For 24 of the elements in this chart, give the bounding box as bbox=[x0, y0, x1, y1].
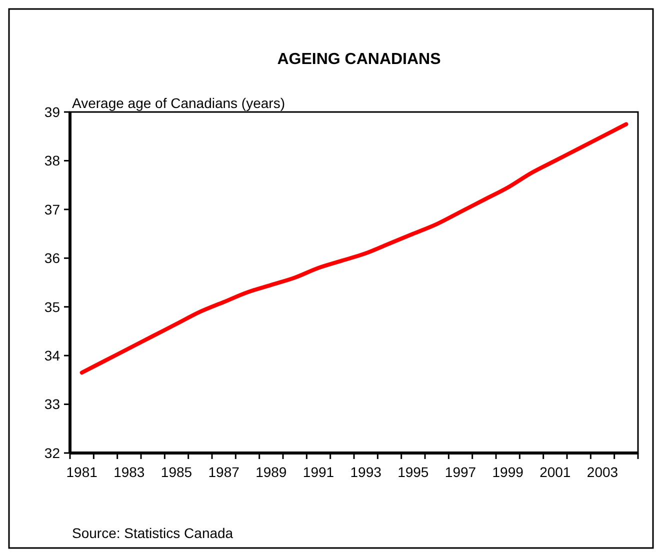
y-tick-label: 33 bbox=[44, 396, 60, 412]
x-tick-label: 1995 bbox=[398, 464, 429, 480]
y-tick-label: 39 bbox=[44, 104, 60, 120]
x-tick-label: 1997 bbox=[444, 464, 476, 480]
x-tick-label: 2003 bbox=[586, 464, 618, 480]
line-series bbox=[80, 122, 628, 375]
y-axis-title: Average age of Canadians (years) bbox=[72, 95, 285, 111]
x-tick-label: 1991 bbox=[302, 464, 334, 480]
y-tick-label: 32 bbox=[44, 444, 60, 461]
source-note: Source: Statistics Canada bbox=[72, 525, 234, 541]
x-tick-label: 1981 bbox=[66, 464, 98, 480]
x-tick-label: 1993 bbox=[350, 464, 382, 480]
x-tick-label: 1987 bbox=[208, 464, 240, 480]
y-tick-label: 34 bbox=[44, 347, 60, 364]
y-tick-label: 35 bbox=[44, 298, 60, 315]
y-tick-label: 37 bbox=[44, 201, 60, 218]
chart-title: AGEING CANADIANS bbox=[277, 51, 442, 68]
x-tick-label: 2001 bbox=[540, 464, 571, 480]
x-tick-label: 1989 bbox=[256, 464, 287, 480]
x-tick-label: 1999 bbox=[492, 464, 524, 480]
y-tick-label: 38 bbox=[44, 152, 60, 169]
y-tick-label: 36 bbox=[44, 250, 60, 266]
x-tick-label: 1985 bbox=[160, 464, 192, 480]
x-tick-label: 1983 bbox=[114, 464, 145, 480]
